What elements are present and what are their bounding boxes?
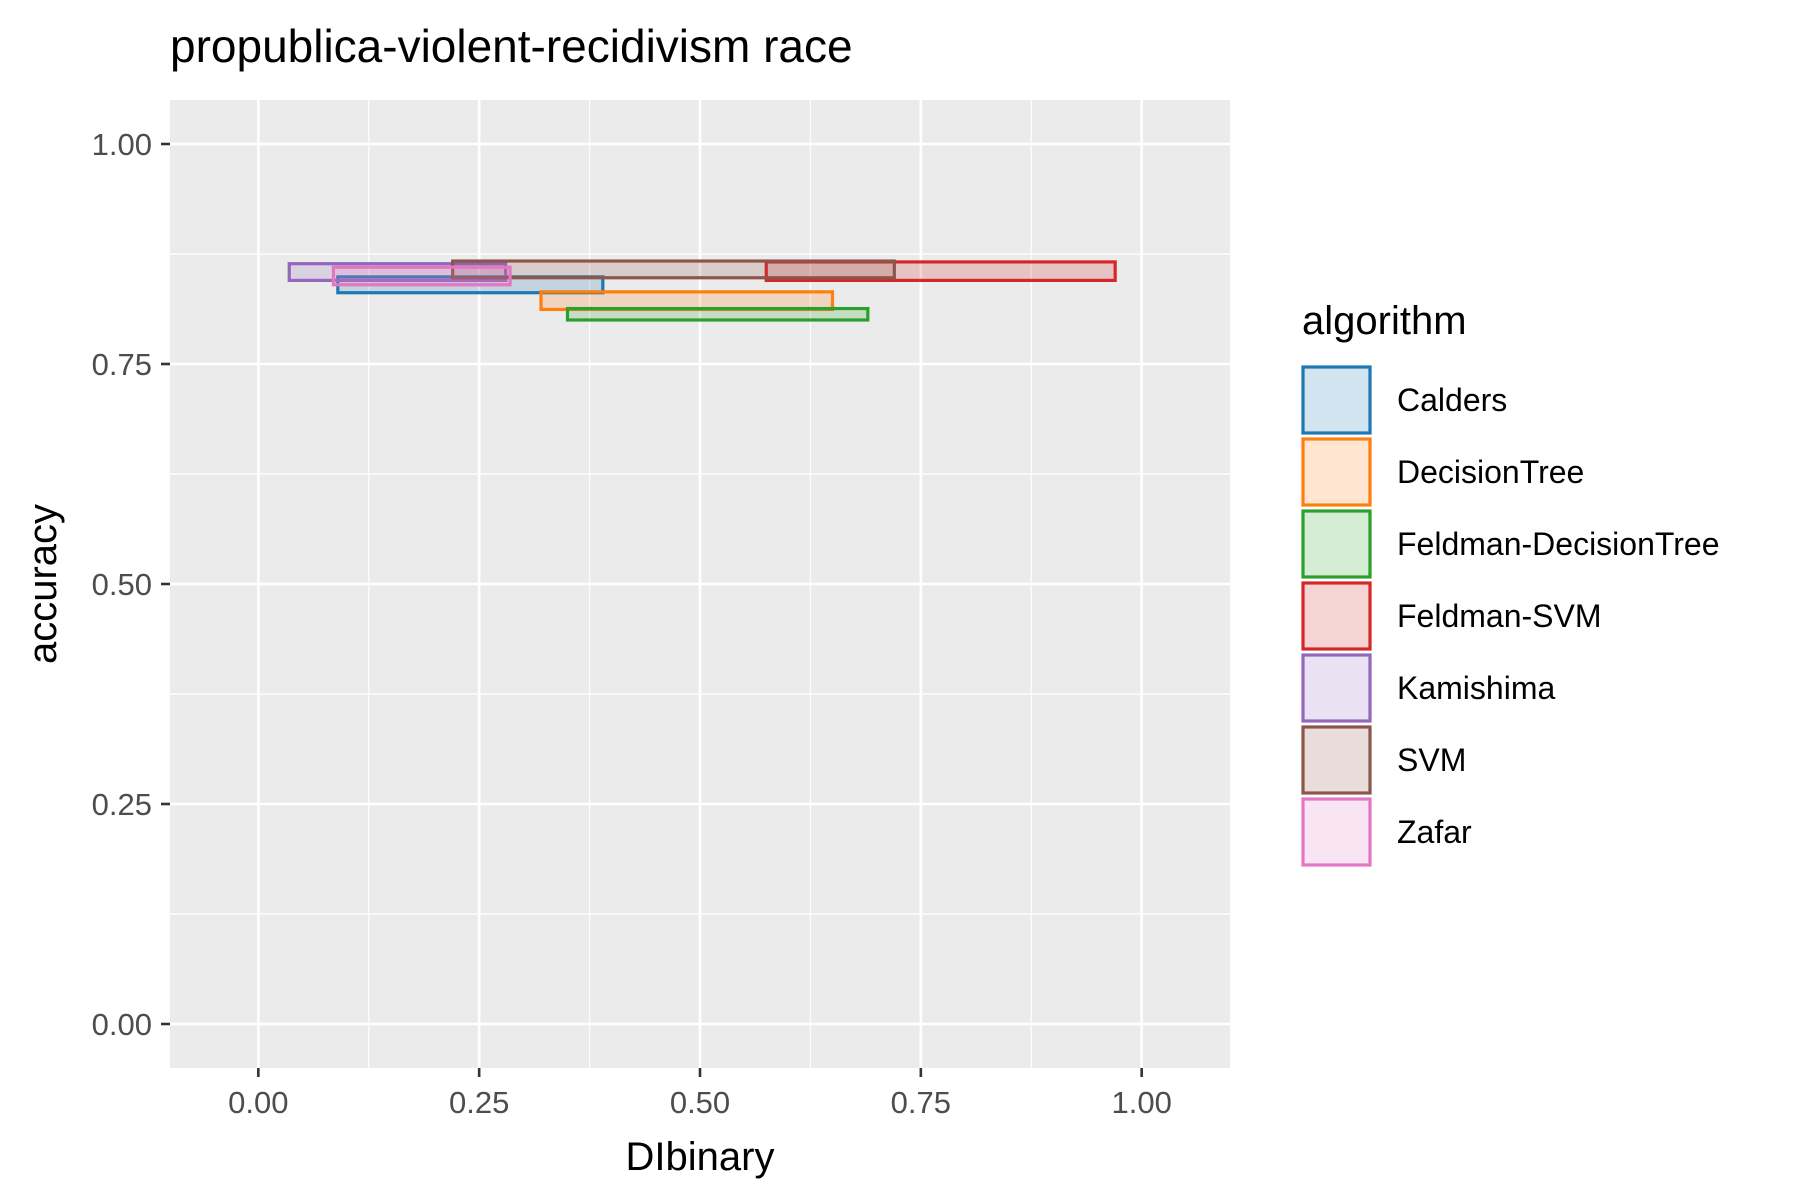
x-tick-label: 0.00 [228, 1085, 288, 1120]
chart-title: propublica-violent-recidivism race [170, 20, 853, 72]
y-axis: 0.00 0.25 0.50 0.75 1.00 [92, 127, 170, 1042]
data-rect [539, 290, 835, 312]
legend-title: algorithm [1302, 299, 1467, 343]
y-tick-label: 0.25 [92, 787, 152, 822]
legend-label: Feldman-SVM [1397, 598, 1602, 634]
legend-items: Calders DecisionTree Feldman-DecisionTree F… [1301, 365, 1719, 867]
x-tick-label: 1.00 [1111, 1085, 1171, 1120]
legend-label: Feldman-DecisionTree [1397, 526, 1719, 562]
legend-key [1301, 509, 1372, 579]
data-rect [764, 260, 1117, 283]
legend-label: Calders [1397, 382, 1507, 418]
legend-label: Kamishima [1397, 670, 1555, 706]
legend-key [1301, 581, 1372, 651]
y-tick-label: 1.00 [92, 127, 152, 162]
legend-key [1301, 653, 1372, 723]
legend-key [1301, 797, 1372, 867]
y-axis-title: accuracy [21, 504, 65, 664]
data-rect [451, 259, 896, 280]
y-tick-label: 0.75 [92, 347, 152, 382]
legend-key [1301, 365, 1372, 435]
legend-label: DecisionTree [1397, 454, 1584, 490]
y-tick-label: 0.00 [92, 1007, 152, 1042]
legend-key [1301, 725, 1372, 795]
data-marks [287, 259, 1117, 322]
x-tick-label: 0.50 [670, 1085, 730, 1120]
grid-major [170, 100, 1230, 1068]
x-axis: 0.00 0.25 0.50 0.75 1.00 [228, 1068, 1172, 1120]
y-tick-label: 0.50 [92, 567, 152, 602]
data-rect [331, 265, 512, 287]
legend-label: Zafar [1397, 814, 1472, 850]
legend-key [1301, 437, 1372, 507]
legend-label: SVM [1397, 742, 1466, 778]
x-tick-label: 0.75 [891, 1085, 951, 1120]
x-axis-title: DIbinary [626, 1135, 775, 1179]
data-rect [565, 306, 870, 322]
legend: algorithm Calders DecisionTree Feldman-Dec… [1301, 299, 1719, 867]
x-tick-label: 0.25 [449, 1085, 509, 1120]
